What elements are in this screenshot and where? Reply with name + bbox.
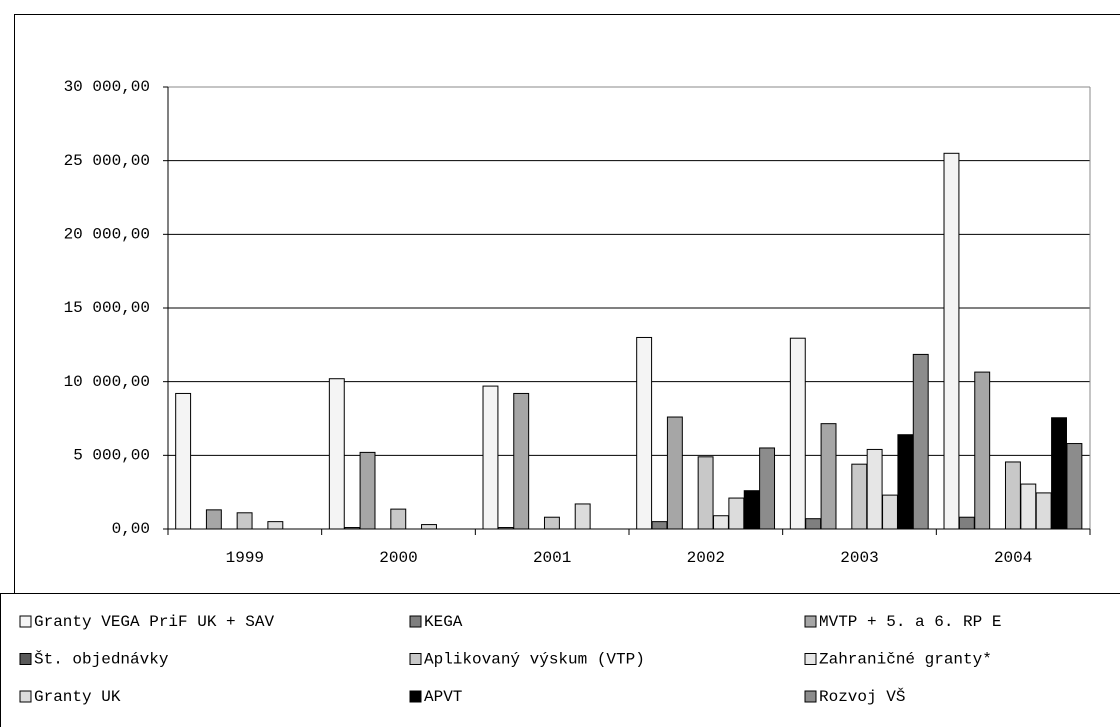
legend-swatch [19, 615, 32, 628]
bar [713, 515, 729, 530]
legend-swatch [409, 690, 422, 703]
legend-label: Granty VEGA PriF UK + SAV [34, 613, 274, 631]
bar [1051, 417, 1067, 530]
bar [697, 456, 714, 530]
bar [651, 521, 668, 530]
bar [958, 516, 975, 530]
bar [328, 378, 345, 530]
bar [882, 494, 898, 530]
legend-label: APVT [424, 688, 462, 706]
legend-swatch [19, 690, 32, 703]
bar [1020, 483, 1037, 530]
legend-label: Granty UK [34, 688, 121, 706]
y-tick-label: 15 000,00 [64, 299, 150, 317]
bar [390, 508, 407, 530]
legend-label: MVTP + 5. a 6. RP E [819, 613, 1001, 631]
bar [205, 509, 222, 530]
bar [805, 518, 822, 530]
bar [666, 416, 683, 530]
legend-label: KEGA [424, 613, 463, 631]
legend-label: Rozvoj VŠ [819, 687, 905, 706]
legend-swatch [804, 653, 817, 665]
y-tick-label: 25 000,00 [64, 152, 150, 170]
bar [267, 521, 284, 530]
y-tick-label: 0,00 [112, 520, 150, 538]
x-tick-label: 2004 [994, 549, 1032, 567]
bar [743, 490, 760, 530]
bar [728, 497, 745, 530]
x-tick-label: 2002 [687, 549, 725, 567]
x-tick-label: 2000 [379, 549, 417, 567]
legend-swatch [19, 653, 32, 665]
bar [636, 336, 653, 530]
bar [421, 524, 437, 530]
bar [236, 512, 253, 530]
bar [482, 385, 499, 530]
bar [574, 503, 591, 530]
legend-swatch [804, 690, 817, 703]
legend-box [0, 593, 1120, 727]
bar [820, 423, 837, 530]
legend-swatch [409, 653, 422, 665]
legend-label: Št. objednávky [34, 650, 169, 669]
bar [866, 448, 883, 530]
bar [1035, 492, 1052, 530]
y-tick-label: 30 000,00 [64, 78, 150, 96]
bar [851, 463, 868, 530]
bar [359, 451, 376, 530]
legend-label: Aplikovaný výskum (VTP) [424, 651, 645, 669]
bar [497, 527, 514, 530]
legend-label: Zahraničné granty* [819, 651, 992, 669]
bar [943, 152, 960, 530]
x-tick-label: 1999 [226, 549, 264, 567]
bar [543, 516, 560, 530]
legend-swatch [804, 615, 817, 628]
bar [175, 392, 192, 530]
bar [513, 392, 530, 530]
legend-swatch [409, 615, 422, 628]
bar [759, 447, 776, 530]
bar [897, 434, 914, 530]
bar [912, 353, 929, 530]
y-tick-label: 10 000,00 [64, 373, 150, 391]
bar [1066, 443, 1083, 530]
bar [974, 371, 991, 530]
bar [789, 337, 806, 530]
bar [1004, 461, 1021, 530]
y-tick-label: 20 000,00 [64, 226, 150, 244]
x-tick-label: 2001 [533, 549, 571, 567]
x-tick-label: 2003 [840, 549, 878, 567]
bar [344, 527, 361, 530]
y-tick-label: 5 000,00 [73, 447, 150, 465]
